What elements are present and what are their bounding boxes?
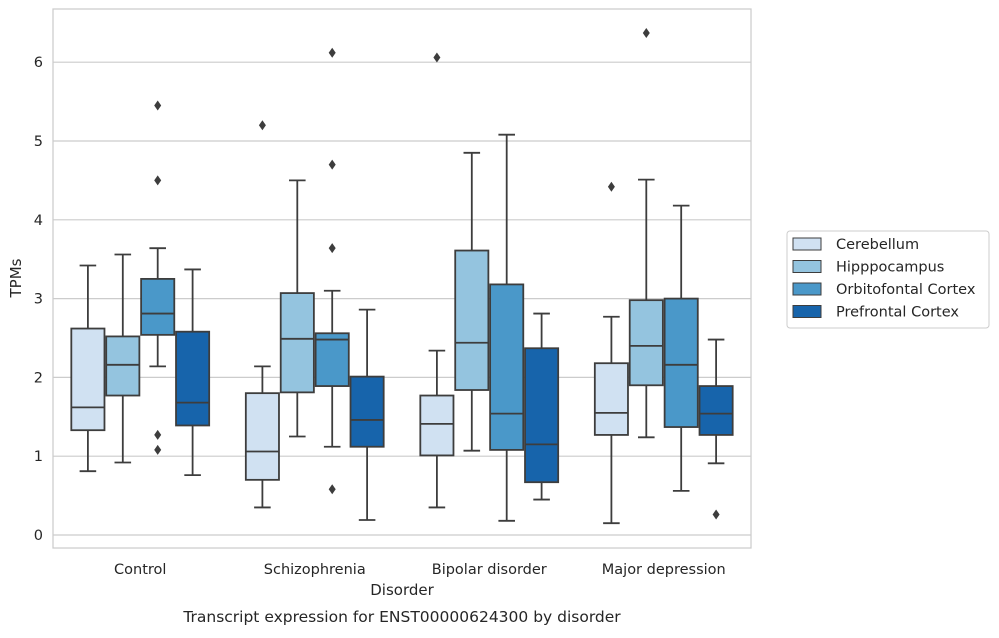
- x-axis-label: Disorder: [370, 581, 434, 599]
- box-group: [349, 308, 385, 521]
- outlier-point: [154, 429, 162, 440]
- box: [105, 335, 141, 397]
- outlier-point: [642, 28, 650, 39]
- y-tick-label: 0: [34, 528, 43, 544]
- y-axis-label: TPMs: [7, 258, 25, 298]
- box: [175, 330, 211, 427]
- outlier-point: [328, 47, 336, 58]
- outlier-point: [433, 52, 441, 63]
- box-group: [279, 179, 315, 438]
- box-group: [105, 253, 141, 464]
- chart-caption: Transcript expression for ENST0000062430…: [182, 608, 621, 626]
- box-group: [175, 268, 211, 477]
- legend-swatch: [792, 282, 822, 296]
- outlier-point: [258, 120, 266, 131]
- outlier-point: [607, 181, 615, 192]
- box-group: [419, 52, 455, 509]
- legend-swatch: [792, 237, 822, 251]
- y-tick-label: 3: [34, 292, 43, 308]
- box: [419, 394, 455, 457]
- legend-frame: [786, 230, 990, 329]
- outlier-point: [328, 484, 336, 495]
- box: [593, 362, 629, 436]
- outlier-point: [154, 100, 162, 111]
- box-group: [698, 338, 734, 520]
- y-tick-label: 1: [34, 449, 43, 465]
- legend-swatch: [792, 260, 822, 273]
- box-layer: [70, 28, 734, 525]
- box: [70, 327, 106, 432]
- outlier-point: [154, 444, 162, 455]
- box-group: [489, 133, 525, 522]
- y-tick-label: 4: [34, 213, 43, 229]
- box-group: [524, 312, 560, 501]
- x-tick-label: Major depression: [602, 562, 726, 578]
- box: [524, 347, 560, 484]
- legend-label: Cerebellum: [836, 237, 919, 253]
- legend-items: Cerebellum Hipppocampus Orbitofontal Corte…: [792, 237, 976, 321]
- legend: Cerebellum Hipppocampus Orbitofontal Corte…: [786, 230, 990, 329]
- y-tick-labels: 0 1 2 3 4 5 6: [34, 55, 43, 544]
- box: [140, 277, 176, 336]
- box: [279, 292, 315, 394]
- legend-label: Orbitofontal Cortex: [836, 282, 976, 298]
- box: [244, 392, 280, 481]
- x-tick-labels: Control Schizophrenia Bipolar disorder Majo…: [114, 562, 726, 578]
- y-tick-label: 6: [34, 55, 43, 71]
- box-group: [314, 47, 350, 495]
- legend-label: Prefrontal Cortex: [836, 305, 959, 321]
- box-group: [244, 120, 280, 509]
- outlier-point: [712, 509, 720, 520]
- box: [489, 283, 525, 451]
- outlier-point: [328, 243, 336, 254]
- legend-swatch: [792, 305, 822, 318]
- outlier-point: [154, 175, 162, 186]
- outlier-point: [328, 159, 336, 170]
- box: [698, 385, 734, 436]
- legend-label: Hipppocampus: [836, 260, 944, 276]
- box-group: [593, 181, 629, 525]
- y-tick-label: 5: [34, 134, 43, 150]
- plot-frame: [52, 8, 752, 549]
- box-group: [140, 100, 176, 455]
- box: [663, 297, 699, 428]
- x-tick-label: Bipolar disorder: [432, 562, 547, 578]
- y-tick-label: 2: [34, 370, 43, 386]
- box-group: [628, 28, 664, 439]
- box-group: [663, 204, 699, 492]
- x-tick-label: Schizophrenia: [264, 562, 366, 578]
- box-group: [70, 264, 106, 473]
- box: [314, 332, 350, 387]
- box-group: [454, 151, 490, 452]
- x-tick-label: Control: [114, 562, 166, 578]
- box: [349, 375, 385, 448]
- box: [454, 249, 490, 391]
- box: [628, 299, 664, 387]
